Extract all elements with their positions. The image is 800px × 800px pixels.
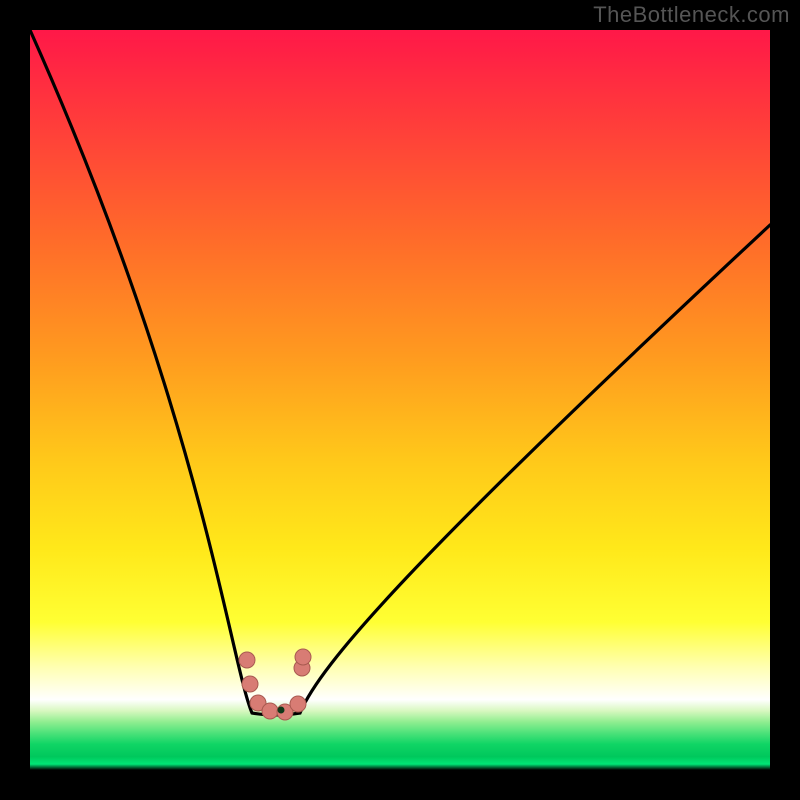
bottleneck-chart (0, 0, 800, 800)
low-point-marker (295, 649, 311, 665)
watermark-text: TheBottleneck.com (593, 2, 790, 28)
low-point-marker (290, 696, 306, 712)
chart-root: TheBottleneck.com (0, 0, 800, 800)
minimum-marker (278, 707, 285, 714)
low-point-marker (262, 703, 278, 719)
low-point-marker (239, 652, 255, 668)
low-point-marker (242, 676, 258, 692)
gradient-background (30, 30, 770, 770)
